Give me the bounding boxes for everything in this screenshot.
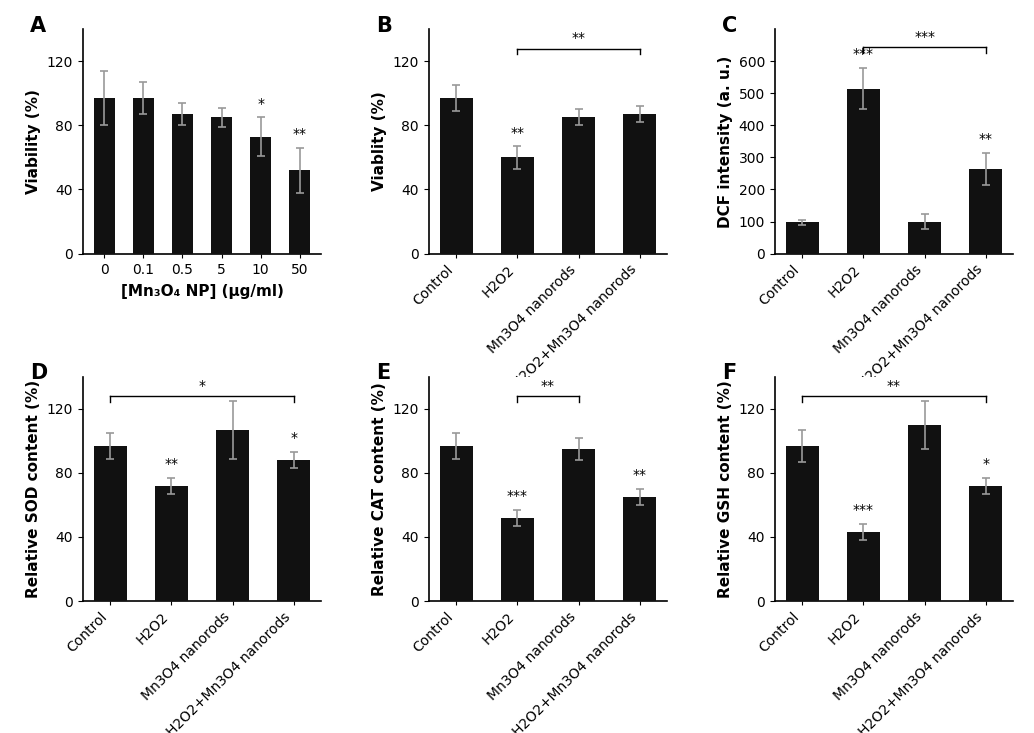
Bar	[439, 98, 474, 254]
Bar	[500, 517, 535, 601]
Y-axis label: Relative CAT content (%): Relative CAT content (%)	[372, 382, 387, 596]
Bar	[132, 98, 154, 254]
Text: A: A	[30, 16, 47, 36]
Text: **: **	[978, 132, 993, 146]
Bar	[622, 497, 657, 601]
Text: B: B	[376, 16, 392, 36]
Text: E: E	[376, 364, 391, 383]
Text: *: *	[257, 97, 264, 111]
Text: **: **	[541, 379, 555, 393]
Bar	[172, 114, 193, 254]
Bar	[969, 486, 1003, 601]
Text: *: *	[982, 457, 990, 471]
Bar	[250, 136, 271, 254]
X-axis label: [Mn₃O₄ NP] (μg/ml): [Mn₃O₄ NP] (μg/ml)	[121, 284, 283, 298]
Bar	[216, 430, 249, 601]
Bar	[786, 222, 819, 254]
Text: **: **	[511, 125, 524, 139]
Text: F: F	[722, 364, 736, 383]
Bar	[288, 170, 310, 254]
Bar	[211, 117, 233, 254]
Bar	[908, 425, 941, 601]
Text: **: **	[164, 457, 179, 471]
Bar	[561, 117, 596, 254]
Text: **: **	[572, 32, 585, 45]
Text: **: **	[293, 127, 307, 141]
Y-axis label: Relative SOD content (%): Relative SOD content (%)	[26, 380, 41, 598]
Bar	[786, 446, 819, 601]
Y-axis label: Viablity (%): Viablity (%)	[372, 92, 387, 191]
Bar	[93, 98, 115, 254]
Y-axis label: DCF intensity (a. u.): DCF intensity (a. u.)	[718, 55, 733, 227]
Text: *: *	[291, 432, 297, 446]
Text: C: C	[722, 16, 737, 36]
Bar	[500, 158, 535, 254]
Bar	[847, 89, 880, 254]
Bar	[155, 486, 188, 601]
Bar	[847, 532, 880, 601]
Bar	[439, 446, 474, 601]
Text: ***: ***	[853, 47, 874, 61]
Bar	[277, 460, 310, 601]
Bar	[969, 169, 1003, 254]
Y-axis label: Viability (%): Viability (%)	[26, 89, 41, 194]
Y-axis label: Relative GSH content (%): Relative GSH content (%)	[718, 380, 733, 598]
Bar	[622, 114, 657, 254]
Text: **: **	[887, 379, 901, 393]
Bar	[561, 449, 596, 601]
Text: ***: ***	[507, 489, 528, 503]
Bar	[908, 221, 941, 254]
Text: ***: ***	[914, 29, 935, 43]
Text: ***: ***	[853, 504, 874, 517]
Text: **: **	[633, 468, 646, 482]
Text: D: D	[30, 364, 48, 383]
Bar	[93, 446, 127, 601]
Text: *: *	[199, 379, 206, 393]
